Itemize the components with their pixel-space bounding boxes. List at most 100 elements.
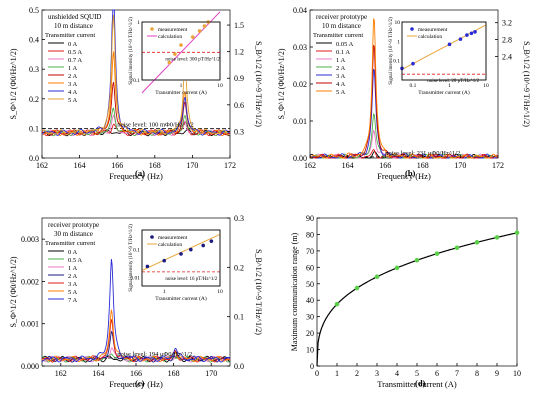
annotation-title: receiver prototype [48,221,99,229]
inset-legend-marker [150,27,154,31]
x-tick-label: 1 [335,369,339,378]
x-tick-label: 3 [375,369,379,378]
x-tick-label: 7 [455,369,459,378]
inset-y-tick-label: 1 [397,39,400,45]
series-line-3-A [41,51,231,136]
annotation-distance: 30 m distance [54,230,93,238]
legend-entry: 5 A [336,89,346,96]
annotation-distance: 10 m distance [322,22,361,30]
series-line-7-A [41,258,231,363]
legend-entry: 7 A [68,297,78,304]
inset-calculation-line [141,11,221,94]
legend-title: Transmitter current [45,240,95,247]
inset-legend-marker [150,235,154,239]
legend-entry: 0.5 A [68,49,82,56]
range-point [474,240,480,245]
panel-b: 0.00 0.01 0.02 0.03 0.04 162 164 166 168 170 172 2.… [277,6,531,181]
series-line-5-A [41,309,230,363]
y-tick-label: 80 [306,230,314,239]
inset-legend-calculation: calculation [158,34,182,40]
panel-label: (c) [135,378,145,388]
y-tick-label: 90 [306,214,314,223]
y-tick-label: 60 [306,263,314,272]
y-right-tick-label: 0.3 [234,127,244,136]
series-line-4-A [310,44,499,159]
inset-x-axis-label: Transmitter current (A) [155,295,207,302]
inset-measurement-point [197,29,202,33]
x-tick-label: 0 [315,369,319,378]
y-axis-label: Maximum communication range (m) [290,232,299,351]
inset: 1 10 0.01 0.1 Transmitter current (A) Signal … [129,224,223,302]
x-tick-label: 166 [130,369,142,378]
x-tick-label: 5 [415,369,419,378]
range-point [454,245,460,251]
inset-y-tick-label: 0.1 [133,248,140,254]
x-tick-label: 164 [74,161,86,170]
inset-x-tick-label: 10 [217,289,223,295]
inset-bg [141,229,221,287]
legend-entry: 0.1 A [336,49,350,56]
inset-frame-top [141,21,221,81]
legend-entry: 3 A [68,281,78,288]
series-line-3-A [41,319,231,363]
panel-c: 0.000 0.001 0.002 0.003 162 164 166 168 170 0.0 0.… [9,214,263,389]
legend: Transmitter current 0 A0.5 A1 A2 A3 A5 A7… [45,240,95,304]
legend-entry: 1 A [336,57,346,64]
y-right-tick-label: 3.2 [502,19,512,28]
range-point [514,230,520,236]
panel-a: 0.0 0.1 0.2 0.3 0.4 0.5 162 164 166 168 170 172 0.3 0… [9,6,263,181]
inset-measurement-point [189,247,193,252]
inset-measurement-point [473,30,477,34]
inset-y-axis-label: Signal intensity (10^-9 T/Hz^1/2) [389,17,394,85]
x-axis-label: Transmitter current (A) [377,379,457,389]
x-tick-label: 8 [475,369,479,378]
inset-y-tick-label: 0.1 [133,78,140,84]
panel-d: 0 1 2 3 4 5 6 7 8 9 10 0 10 20 30 40 50 60 70 80 90 Transmitt… [290,214,521,389]
inset-measurement-point [179,43,183,47]
x-tick-label: 172 [492,161,504,170]
y-tick-label: 0.01 [293,117,307,126]
legend: Transmitter current 0.05 A0.1 A1 A2 A3 A4… [313,32,363,96]
legend-entry: 2 A [68,73,78,80]
y-tick-label: 0.003 [21,235,39,244]
x-tick-label: 164 [92,369,104,378]
range-point [394,265,400,271]
y-right-tick-label: 1.5 [234,21,244,30]
inset-y-tick-label: 1 [137,20,140,26]
y-right-tick-label: 0.2 [234,263,244,272]
series-line-5-A [309,18,499,159]
inset-measurement-point [411,61,415,66]
y-right-tick-label: 0.3 [234,214,244,223]
panel-label: (b) [405,168,416,178]
y-right-axis-label: S_B^1/2 (10^-9 T/Hz^1/2) [254,249,263,335]
range-point [494,235,500,240]
legend-entry: 3 A [336,73,346,80]
inset-measurement-point [469,31,474,36]
annotation-title: unshielded SQUID [48,13,101,21]
y-tick-label: 0.4 [29,36,39,45]
x-tick-label: 10 [513,369,521,378]
legend-entry: 0.05 A [336,41,354,48]
x-tick-label: 2 [355,369,359,378]
legend-title: Transmitter current [313,32,363,39]
range-point [334,301,340,307]
y-tick-label: 50 [306,280,314,289]
x-tick-label: 166 [379,161,391,170]
inset-measurement-point [145,264,150,269]
legend-entry: 1 A [68,265,78,272]
y-right-tick-label: 0.9 [234,74,244,83]
legend-entry: 0 A [68,41,78,48]
inset-legend-measurement: measurement [158,27,188,33]
range-point [354,285,360,291]
inset-legend-calculation: calculation [418,34,442,40]
inset-measurement-point [190,35,195,39]
y-axis-label: S_Φ^1/2 (Φ0/Hz^1/2) [9,48,18,119]
range-point [414,257,420,263]
y-tick-label: 0.002 [21,277,39,286]
panel-label: (a) [135,168,145,178]
legend-entry: 1 A [68,65,78,72]
y-tick-label: 0 [310,362,314,371]
x-tick-label: 170 [205,369,217,378]
range-point [374,274,380,280]
